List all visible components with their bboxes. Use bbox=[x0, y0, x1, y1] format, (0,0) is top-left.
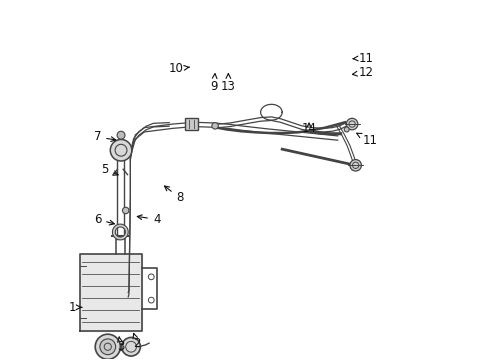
Text: 2: 2 bbox=[133, 333, 141, 350]
Text: 1: 1 bbox=[68, 301, 81, 314]
Bar bbox=[184, 118, 198, 130]
Text: 13: 13 bbox=[221, 74, 235, 93]
Text: 12: 12 bbox=[352, 66, 373, 79]
Circle shape bbox=[344, 127, 348, 132]
Text: 11: 11 bbox=[356, 133, 377, 147]
Text: 7: 7 bbox=[94, 130, 116, 144]
Circle shape bbox=[122, 337, 140, 356]
Circle shape bbox=[346, 118, 357, 130]
Circle shape bbox=[117, 131, 125, 139]
Circle shape bbox=[349, 159, 361, 171]
Circle shape bbox=[110, 139, 132, 161]
Text: 4: 4 bbox=[137, 213, 160, 226]
Text: 9: 9 bbox=[210, 74, 217, 93]
Text: 8: 8 bbox=[164, 186, 183, 204]
Text: 14: 14 bbox=[301, 122, 316, 135]
Text: 11: 11 bbox=[352, 51, 373, 64]
Circle shape bbox=[95, 334, 120, 359]
Circle shape bbox=[211, 123, 218, 129]
Text: 10: 10 bbox=[168, 62, 189, 75]
Text: 3: 3 bbox=[117, 337, 124, 353]
Circle shape bbox=[122, 207, 129, 214]
Text: 6: 6 bbox=[94, 213, 114, 226]
Polygon shape bbox=[80, 253, 142, 330]
Text: 5: 5 bbox=[101, 163, 118, 176]
Circle shape bbox=[100, 339, 116, 355]
